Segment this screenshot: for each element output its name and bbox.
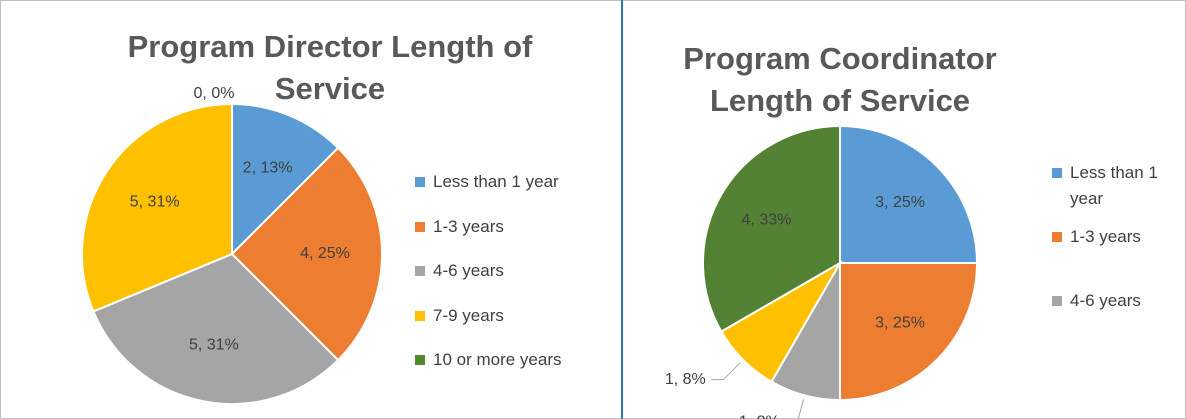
leader-line <box>711 362 741 381</box>
pie-slice <box>92 252 340 405</box>
legend-item: 7-9 years <box>415 303 615 329</box>
legend-label: 4-6 years <box>1070 291 1141 310</box>
pie-slice <box>839 262 979 402</box>
data-label: 5, 31% <box>130 194 180 211</box>
legend-swatch <box>1052 232 1062 242</box>
legend-item: 10 or more years <box>415 347 615 373</box>
data-label: 1, 8% <box>665 371 706 388</box>
pie-slice <box>231 102 340 257</box>
data-label: 4, 33% <box>742 212 792 229</box>
chart-title: Program Coordinator Length of Service <box>683 41 997 118</box>
legend-swatch <box>415 310 425 321</box>
chart-title: Program Director Length of Service <box>127 29 533 106</box>
pie-slice <box>230 146 383 362</box>
legend-swatch <box>415 221 425 232</box>
legend-label: Less than 1 year <box>1070 163 1158 208</box>
legend-item: 1-3 years <box>415 214 615 240</box>
legend-item: 4-6 years <box>415 258 615 284</box>
legend-item: 4-6 years <box>1052 288 1177 314</box>
legend-swatch <box>415 266 425 276</box>
legend-swatch <box>1052 296 1062 306</box>
data-label: 3, 25% <box>875 314 925 331</box>
legend-item: Less than 1 year <box>1052 160 1177 212</box>
data-label: 3, 25% <box>875 194 925 211</box>
data-label: 4, 25% <box>300 245 350 262</box>
leader-line <box>797 399 804 419</box>
data-label: 2, 13% <box>243 159 293 176</box>
pie-slice <box>81 102 233 313</box>
data-label: 1, 8% <box>739 414 780 419</box>
legend-label: 10 or more years <box>433 350 562 369</box>
legend-label: 4-6 years <box>433 261 504 280</box>
legend-swatch <box>415 355 425 365</box>
data-label: 0, 0% <box>194 85 235 102</box>
data-label: 5, 31% <box>189 336 239 353</box>
legend-item: 1-3 years <box>1052 224 1177 250</box>
legend-label: 1-3 years <box>433 216 504 236</box>
pie-slice <box>839 124 979 264</box>
legend-label: Less than 1 year <box>433 172 559 191</box>
legend-item: Less than 1 year <box>415 169 615 195</box>
legend-label: 1-3 years <box>1070 227 1141 246</box>
legend-swatch <box>415 177 425 187</box>
pie-slice <box>702 124 841 333</box>
legend-label: 7-9 years <box>433 305 504 325</box>
legend-swatch <box>1052 168 1062 178</box>
